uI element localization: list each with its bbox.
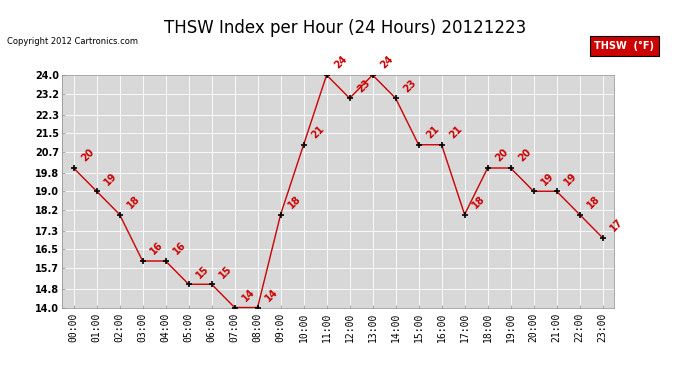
Text: 23: 23 bbox=[355, 78, 372, 94]
Text: 16: 16 bbox=[171, 240, 188, 257]
Text: 20: 20 bbox=[79, 147, 96, 164]
Text: Copyright 2012 Cartronics.com: Copyright 2012 Cartronics.com bbox=[7, 38, 138, 46]
Text: 20: 20 bbox=[516, 147, 533, 164]
Text: 24: 24 bbox=[378, 54, 395, 71]
Text: 18: 18 bbox=[585, 194, 602, 210]
Text: 21: 21 bbox=[447, 124, 464, 141]
Text: 17: 17 bbox=[608, 217, 624, 234]
Text: 18: 18 bbox=[286, 194, 303, 210]
Text: 16: 16 bbox=[148, 240, 165, 257]
Text: 21: 21 bbox=[309, 124, 326, 141]
Text: 19: 19 bbox=[562, 171, 579, 187]
Text: 24: 24 bbox=[332, 54, 348, 71]
Text: THSW Index per Hour (24 Hours) 20121223: THSW Index per Hour (24 Hours) 20121223 bbox=[164, 19, 526, 37]
Text: 14: 14 bbox=[240, 287, 257, 303]
Text: THSW  (°F): THSW (°F) bbox=[595, 41, 654, 51]
Text: 20: 20 bbox=[493, 147, 510, 164]
Text: 18: 18 bbox=[470, 194, 487, 210]
Text: 23: 23 bbox=[401, 78, 417, 94]
Text: 15: 15 bbox=[194, 264, 210, 280]
Text: 19: 19 bbox=[539, 171, 555, 187]
Text: 19: 19 bbox=[102, 171, 119, 187]
Text: 15: 15 bbox=[217, 264, 234, 280]
Text: 18: 18 bbox=[125, 194, 142, 210]
Text: 14: 14 bbox=[263, 287, 279, 303]
Text: 21: 21 bbox=[424, 124, 441, 141]
